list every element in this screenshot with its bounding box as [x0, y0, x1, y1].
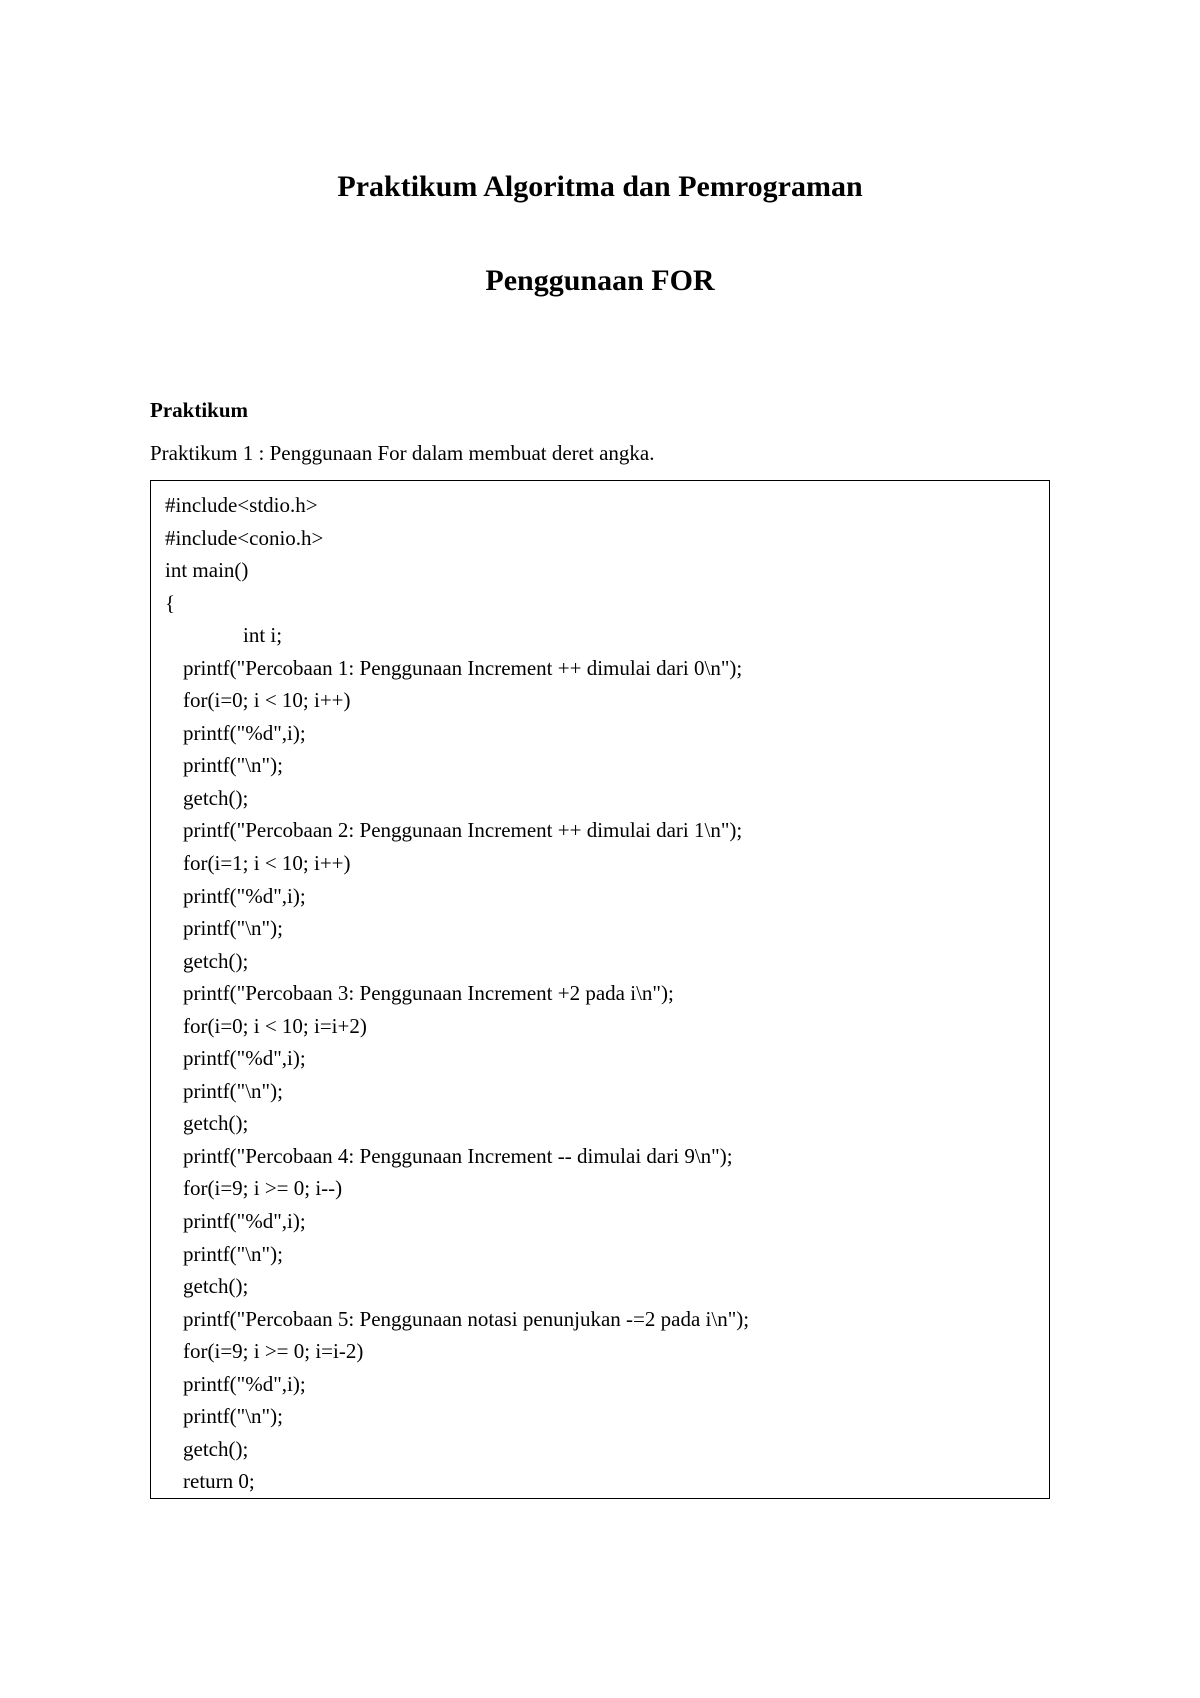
code-line: { — [165, 587, 1035, 620]
code-line: printf("\n"); — [165, 749, 1035, 782]
code-line: getch(); — [165, 1270, 1035, 1303]
code-line: printf("%d",i); — [165, 717, 1035, 750]
code-line: printf("Percobaan 4: Penggunaan Incremen… — [165, 1140, 1035, 1173]
title-block: Praktikum Algoritma dan Pemrograman Peng… — [150, 170, 1050, 298]
section-intro: Praktikum 1 : Penggunaan For dalam membu… — [150, 441, 1050, 466]
document-page: Praktikum Algoritma dan Pemrograman Peng… — [0, 0, 1200, 1698]
code-line: printf("\n"); — [165, 1400, 1035, 1433]
section-heading: Praktikum — [150, 398, 1050, 423]
code-line: printf("Percobaan 1: Penggunaan Incremen… — [165, 652, 1035, 685]
code-line: int i; — [165, 619, 1035, 652]
title-line-1: Praktikum Algoritma dan Pemrograman — [150, 170, 1050, 204]
code-line: #include<stdio.h> — [165, 489, 1035, 522]
code-line: #include<conio.h> — [165, 522, 1035, 555]
code-line: return 0; — [165, 1465, 1035, 1498]
code-line: printf("Percobaan 2: Penggunaan Incremen… — [165, 814, 1035, 847]
code-line: getch(); — [165, 1433, 1035, 1466]
code-line: printf("\n"); — [165, 912, 1035, 945]
title-line-2: Penggunaan FOR — [150, 264, 1050, 298]
code-line: printf("\n"); — [165, 1075, 1035, 1108]
code-box: #include<stdio.h>#include<conio.h>int ma… — [150, 480, 1050, 1499]
code-line: printf("%d",i); — [165, 1042, 1035, 1075]
code-line: getch(); — [165, 1107, 1035, 1140]
code-line: int main() — [165, 554, 1035, 587]
code-line: printf("Percobaan 5: Penggunaan notasi p… — [165, 1303, 1035, 1336]
code-line: for(i=0; i < 10; i++) — [165, 684, 1035, 717]
code-line: printf("%d",i); — [165, 1205, 1035, 1238]
code-line: for(i=9; i >= 0; i=i-2) — [165, 1335, 1035, 1368]
code-line: for(i=9; i >= 0; i--) — [165, 1172, 1035, 1205]
code-line: getch(); — [165, 945, 1035, 978]
code-line: printf("\n"); — [165, 1238, 1035, 1271]
code-line: getch(); — [165, 782, 1035, 815]
code-line: printf("%d",i); — [165, 880, 1035, 913]
code-line: printf("Percobaan 3: Penggunaan Incremen… — [165, 977, 1035, 1010]
code-line: for(i=1; i < 10; i++) — [165, 847, 1035, 880]
code-line: printf("%d",i); — [165, 1368, 1035, 1401]
code-line: for(i=0; i < 10; i=i+2) — [165, 1010, 1035, 1043]
